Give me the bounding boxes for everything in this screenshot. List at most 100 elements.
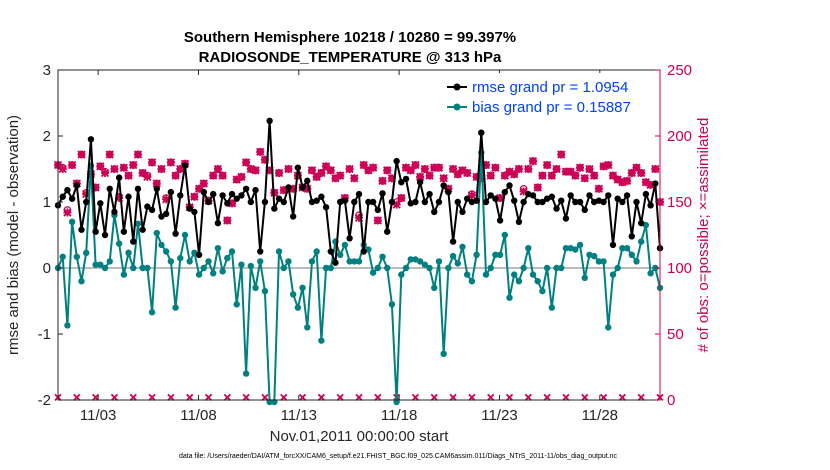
bias-point bbox=[134, 220, 142, 227]
y-right-tick-label: 200 bbox=[667, 128, 692, 145]
bias-point bbox=[336, 251, 344, 258]
obs-assimilated-marker-low bbox=[148, 393, 156, 401]
obs-assimilated-marker bbox=[368, 163, 378, 172]
obs-assimilated-marker-low bbox=[505, 393, 514, 401]
obs-assimilated-marker bbox=[406, 166, 415, 175]
bias-point bbox=[487, 264, 494, 272]
obs-assimilated-marker bbox=[561, 167, 571, 176]
rmse-point bbox=[478, 129, 485, 136]
bias-point bbox=[576, 241, 584, 249]
bias-point bbox=[605, 324, 612, 331]
rmse-point bbox=[285, 184, 292, 191]
obs-assimilated-marker bbox=[63, 208, 72, 217]
obs-assimilated-marker bbox=[312, 172, 321, 182]
rmse-point bbox=[162, 210, 170, 218]
obs-assimilated-marker-low bbox=[543, 393, 551, 401]
obs-assimilated-marker-low bbox=[599, 393, 608, 401]
rmse-point bbox=[271, 205, 278, 212]
bias-point bbox=[445, 264, 452, 272]
rmse-point bbox=[609, 241, 617, 249]
rmse-point bbox=[210, 190, 217, 198]
obs-assimilated-marker-low bbox=[298, 393, 307, 401]
obs-assimilated-marker bbox=[580, 174, 589, 183]
obs-assimilated-marker-low bbox=[167, 393, 175, 401]
obs-assimilated-marker bbox=[284, 164, 293, 174]
bias-point bbox=[529, 271, 537, 278]
obs-assimilated-marker bbox=[477, 174, 486, 183]
bias-point bbox=[130, 264, 137, 272]
y-left-tick-label: 3 bbox=[43, 62, 51, 79]
obs-assimilated-marker-low bbox=[468, 393, 476, 401]
rmse-point bbox=[64, 186, 71, 194]
bias-point bbox=[318, 337, 325, 344]
rmse-point bbox=[101, 231, 109, 239]
bias-point bbox=[64, 322, 71, 329]
obs-assimilated-marker bbox=[627, 168, 636, 178]
obs-assimilated-marker bbox=[387, 174, 397, 183]
obs-assimilated-marker bbox=[491, 163, 500, 172]
obs-count-markers bbox=[53, 147, 665, 401]
bias-point bbox=[83, 249, 90, 257]
obs-assimilated-marker bbox=[129, 160, 138, 170]
rmse-point bbox=[130, 238, 137, 245]
rmse-point bbox=[228, 190, 236, 198]
bias-point bbox=[299, 284, 306, 291]
bias-point bbox=[257, 258, 264, 265]
obs-assimilated-marker bbox=[91, 183, 100, 192]
obs-assimilated-marker-low bbox=[355, 393, 363, 401]
rmse-point bbox=[637, 219, 645, 227]
series-lines bbox=[54, 117, 664, 406]
legend-rmse-marker bbox=[453, 83, 461, 91]
obs-assimilated-marker-low bbox=[280, 393, 288, 401]
obs-assimilated-marker bbox=[533, 183, 542, 192]
obs-assimilated-marker bbox=[397, 193, 406, 203]
obs-assimilated-marker bbox=[594, 184, 603, 193]
bias-point bbox=[463, 271, 471, 278]
bias-point bbox=[619, 245, 626, 252]
obs-assimilated-marker bbox=[218, 171, 227, 180]
rmse-point bbox=[581, 206, 588, 214]
x-tick-label: 11/28 bbox=[582, 407, 618, 424]
rmse-point bbox=[158, 213, 165, 220]
obs-assimilated-marker bbox=[100, 168, 110, 178]
x-tick-label: 11/13 bbox=[281, 407, 317, 424]
rmse-point bbox=[186, 205, 193, 212]
rmse-point bbox=[266, 117, 273, 125]
obs-assimilated-marker bbox=[542, 160, 552, 170]
obs-assimilated-marker-low bbox=[223, 393, 231, 401]
bias-point bbox=[200, 264, 207, 272]
obs-assimilated-marker bbox=[453, 170, 462, 179]
bias-point bbox=[289, 291, 297, 298]
obs-assimilated-marker bbox=[467, 191, 477, 200]
obs-assimilated-marker-low bbox=[261, 393, 269, 401]
rmse-point bbox=[586, 192, 593, 199]
rmse-point bbox=[496, 217, 504, 224]
x-tick-label: 11/18 bbox=[381, 407, 417, 424]
obs-assimilated-marker bbox=[637, 168, 646, 178]
rmse-point bbox=[289, 213, 297, 220]
plot-background bbox=[58, 70, 660, 400]
rmse-point bbox=[238, 192, 245, 199]
axes: -2 -1 0 1 2 3 0 50 100 150 200 250 11/03 11/08 11/13 11… bbox=[38, 62, 692, 424]
bias-point bbox=[647, 270, 654, 277]
legend: rmse grand pr = 1.0954 bias grand pr = 0… bbox=[440, 73, 652, 118]
bias-point bbox=[407, 256, 414, 263]
obs-assimilated-marker bbox=[590, 171, 599, 180]
bias-point bbox=[101, 264, 109, 272]
rmse-point bbox=[332, 259, 339, 266]
obs-assimilated-marker bbox=[401, 163, 411, 172]
obs-assimilated-marker bbox=[115, 193, 124, 203]
bias-point bbox=[543, 264, 551, 272]
bias-point bbox=[252, 284, 259, 291]
rmse-point bbox=[87, 136, 95, 143]
obs-assimilated-marker-low bbox=[618, 393, 627, 401]
rmse-point bbox=[299, 184, 306, 191]
rmse-point bbox=[384, 228, 391, 235]
rmse-point bbox=[261, 198, 269, 206]
rmse-point bbox=[473, 197, 480, 204]
bias-point bbox=[496, 251, 504, 258]
chart-title-line1: Southern Hemisphere 10218 / 10280 = 99.3… bbox=[184, 29, 516, 46]
rmse-point bbox=[459, 208, 466, 216]
bias-point bbox=[449, 252, 457, 260]
chart-title-line2: RADIOSONDE_TEMPERATURE @ 313 hPa bbox=[199, 49, 502, 66]
